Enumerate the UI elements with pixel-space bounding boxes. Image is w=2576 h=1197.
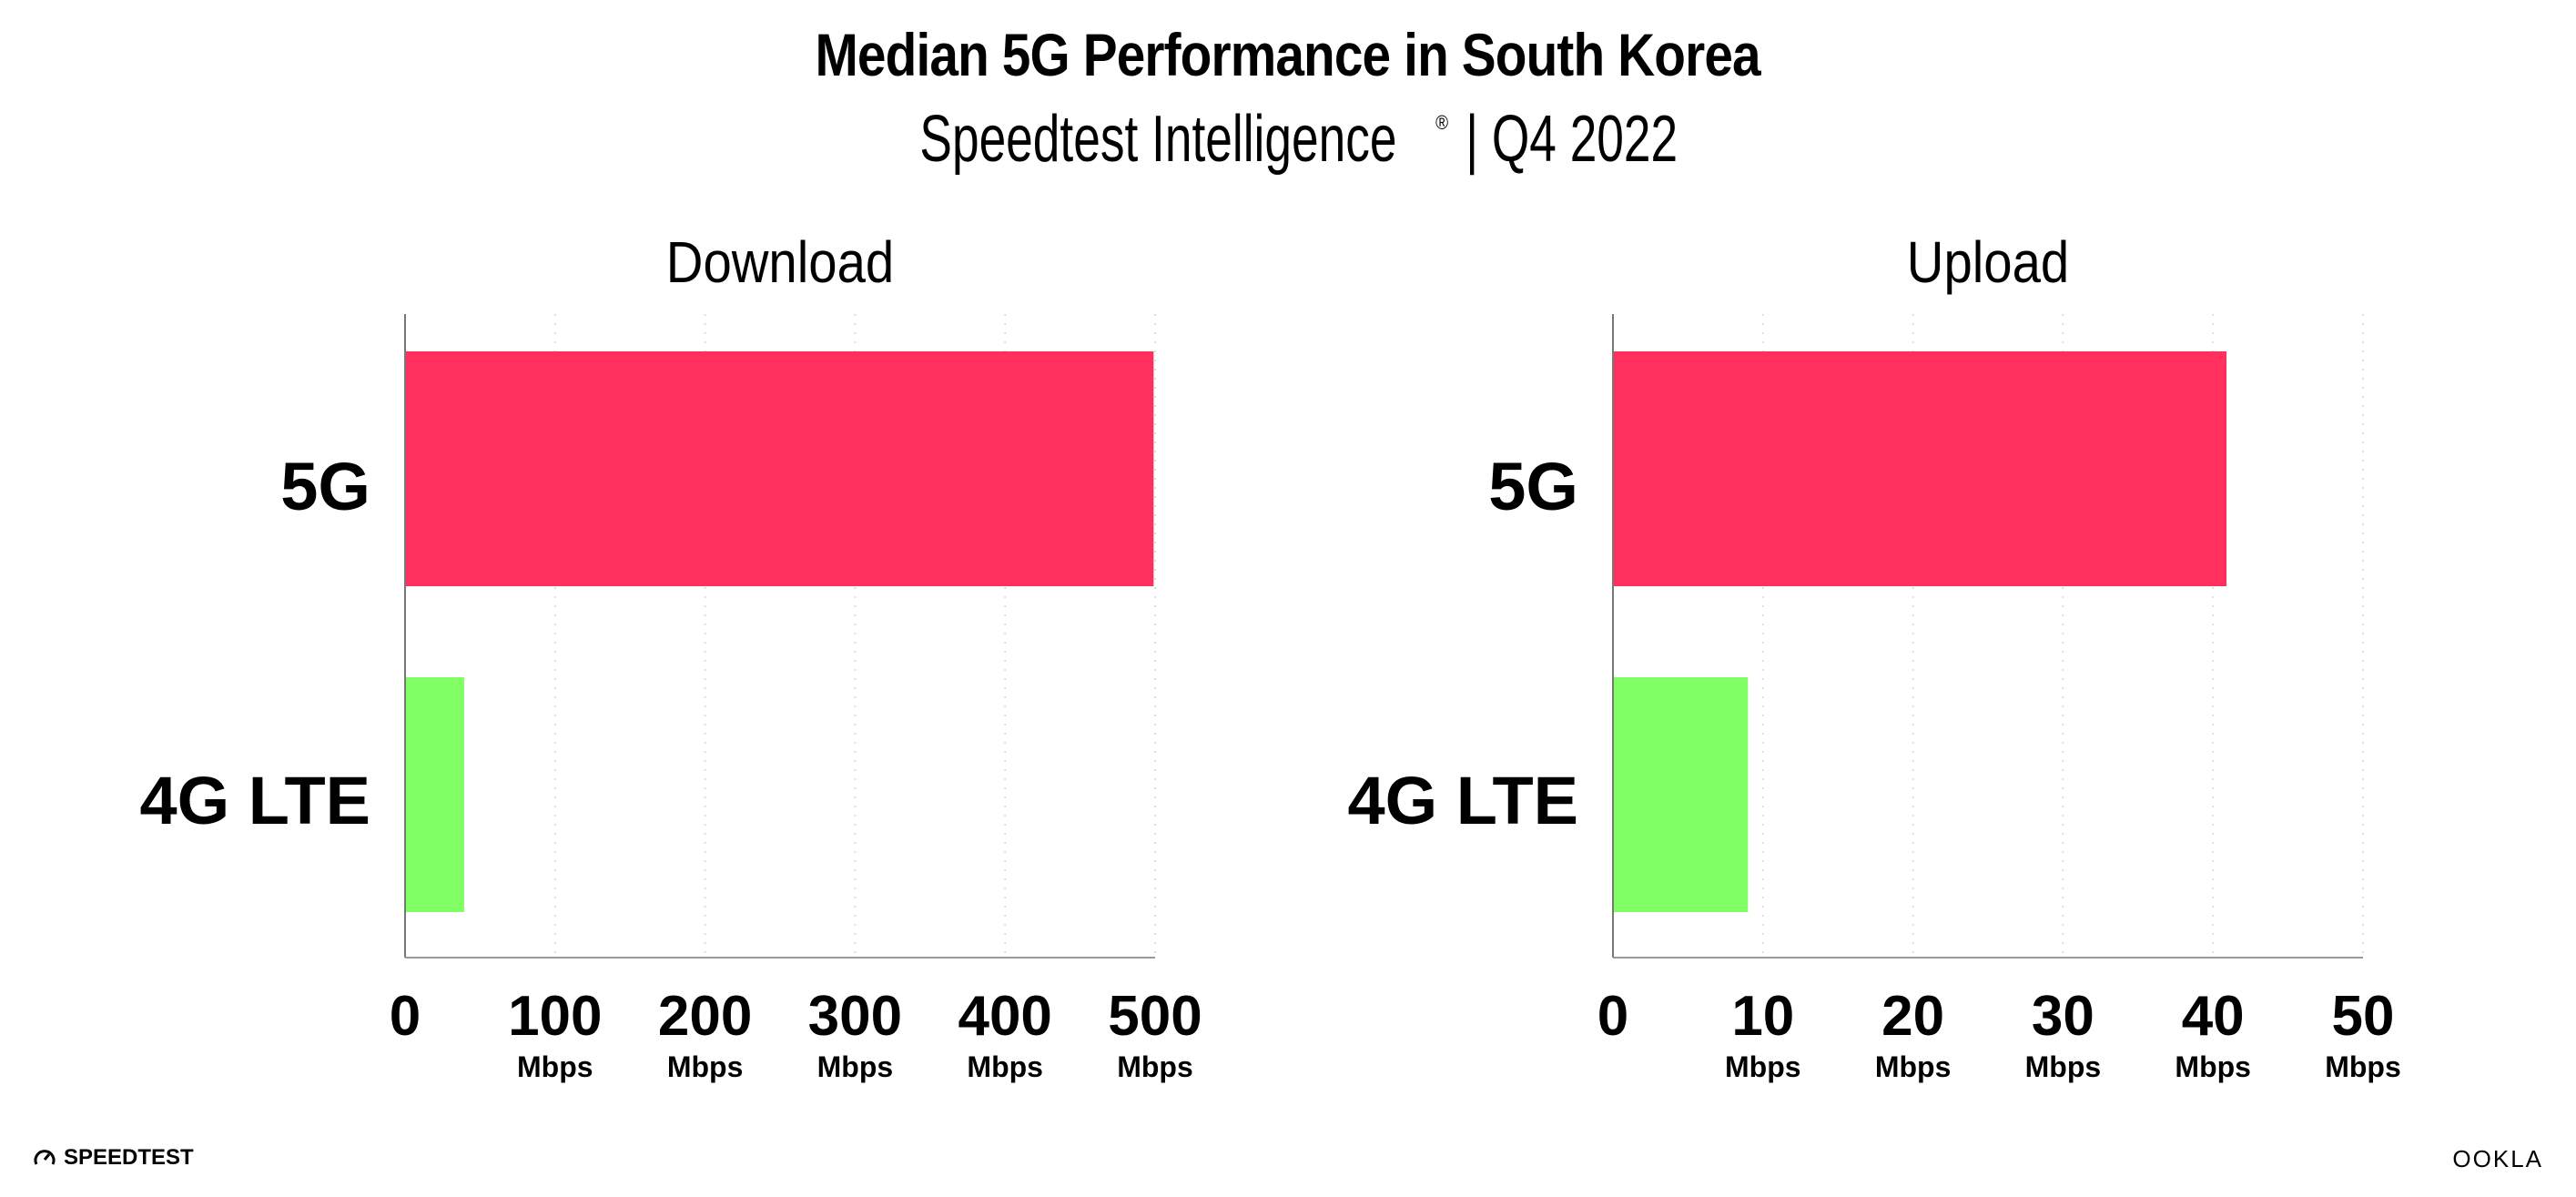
category-label: 5G: [1488, 449, 1578, 524]
ookla-logo-text: OOKLA: [2452, 1145, 2543, 1172]
speedometer-icon: [34, 1150, 56, 1165]
tick-label: 500: [1108, 985, 1202, 1048]
speedtest-logo-text: SPEEDTEST: [64, 1145, 194, 1170]
category-label: 4G LTE: [1347, 763, 1578, 838]
speedtest-logo: SPEEDTEST: [33, 1145, 194, 1171]
bar-5g: [1613, 351, 2227, 586]
chart-title: Median 5G Performance in South Korea: [0, 20, 2576, 89]
subtitle-text: Speedtest Intelligence: [919, 103, 1397, 176]
tick-unit: Mbps: [817, 1050, 894, 1083]
tick-unit: Mbps: [1117, 1050, 1193, 1083]
panel-title: Upload: [1907, 229, 2069, 295]
tick-label: 40: [2182, 985, 2245, 1048]
panel-title: Download: [666, 229, 894, 295]
bar-5g: [405, 351, 1154, 586]
tick-label: 100: [508, 985, 602, 1048]
tick-unit: Mbps: [2025, 1050, 2102, 1083]
tick-label: 50: [2332, 985, 2395, 1048]
tick-unit: Mbps: [967, 1050, 1043, 1083]
tick-label: 0: [1597, 985, 1628, 1048]
tick-label: 30: [2032, 985, 2094, 1048]
tick-unit: Mbps: [1875, 1050, 1952, 1083]
tick-label: 0: [390, 985, 421, 1048]
tick-unit: Mbps: [517, 1050, 593, 1083]
tick-label: 10: [1731, 985, 1794, 1048]
tick-label: 20: [1881, 985, 1944, 1048]
subtitle-suffix: | Q4 2022: [1465, 103, 1678, 176]
tick-unit: Mbps: [667, 1050, 744, 1083]
chart-subtitle: Speedtest Intelligence ® | Q4 2022: [0, 102, 2576, 177]
bar-4g-lte: [1613, 677, 1749, 912]
tick-unit: Mbps: [2325, 1050, 2401, 1083]
category-label: 5G: [280, 449, 370, 524]
tick-label: 200: [658, 985, 752, 1048]
tick-unit: Mbps: [2175, 1050, 2251, 1083]
registered-mark: ®: [1435, 111, 1449, 134]
ookla-logo: OOKLA: [2452, 1145, 2543, 1173]
category-label: 4G LTE: [139, 763, 370, 838]
bar-4g-lte: [405, 677, 464, 912]
tick-label: 300: [808, 985, 902, 1048]
tick-label: 400: [958, 985, 1051, 1048]
chart-title-text: Median 5G Performance in South Korea: [815, 21, 1761, 88]
tick-unit: Mbps: [1725, 1050, 1801, 1083]
